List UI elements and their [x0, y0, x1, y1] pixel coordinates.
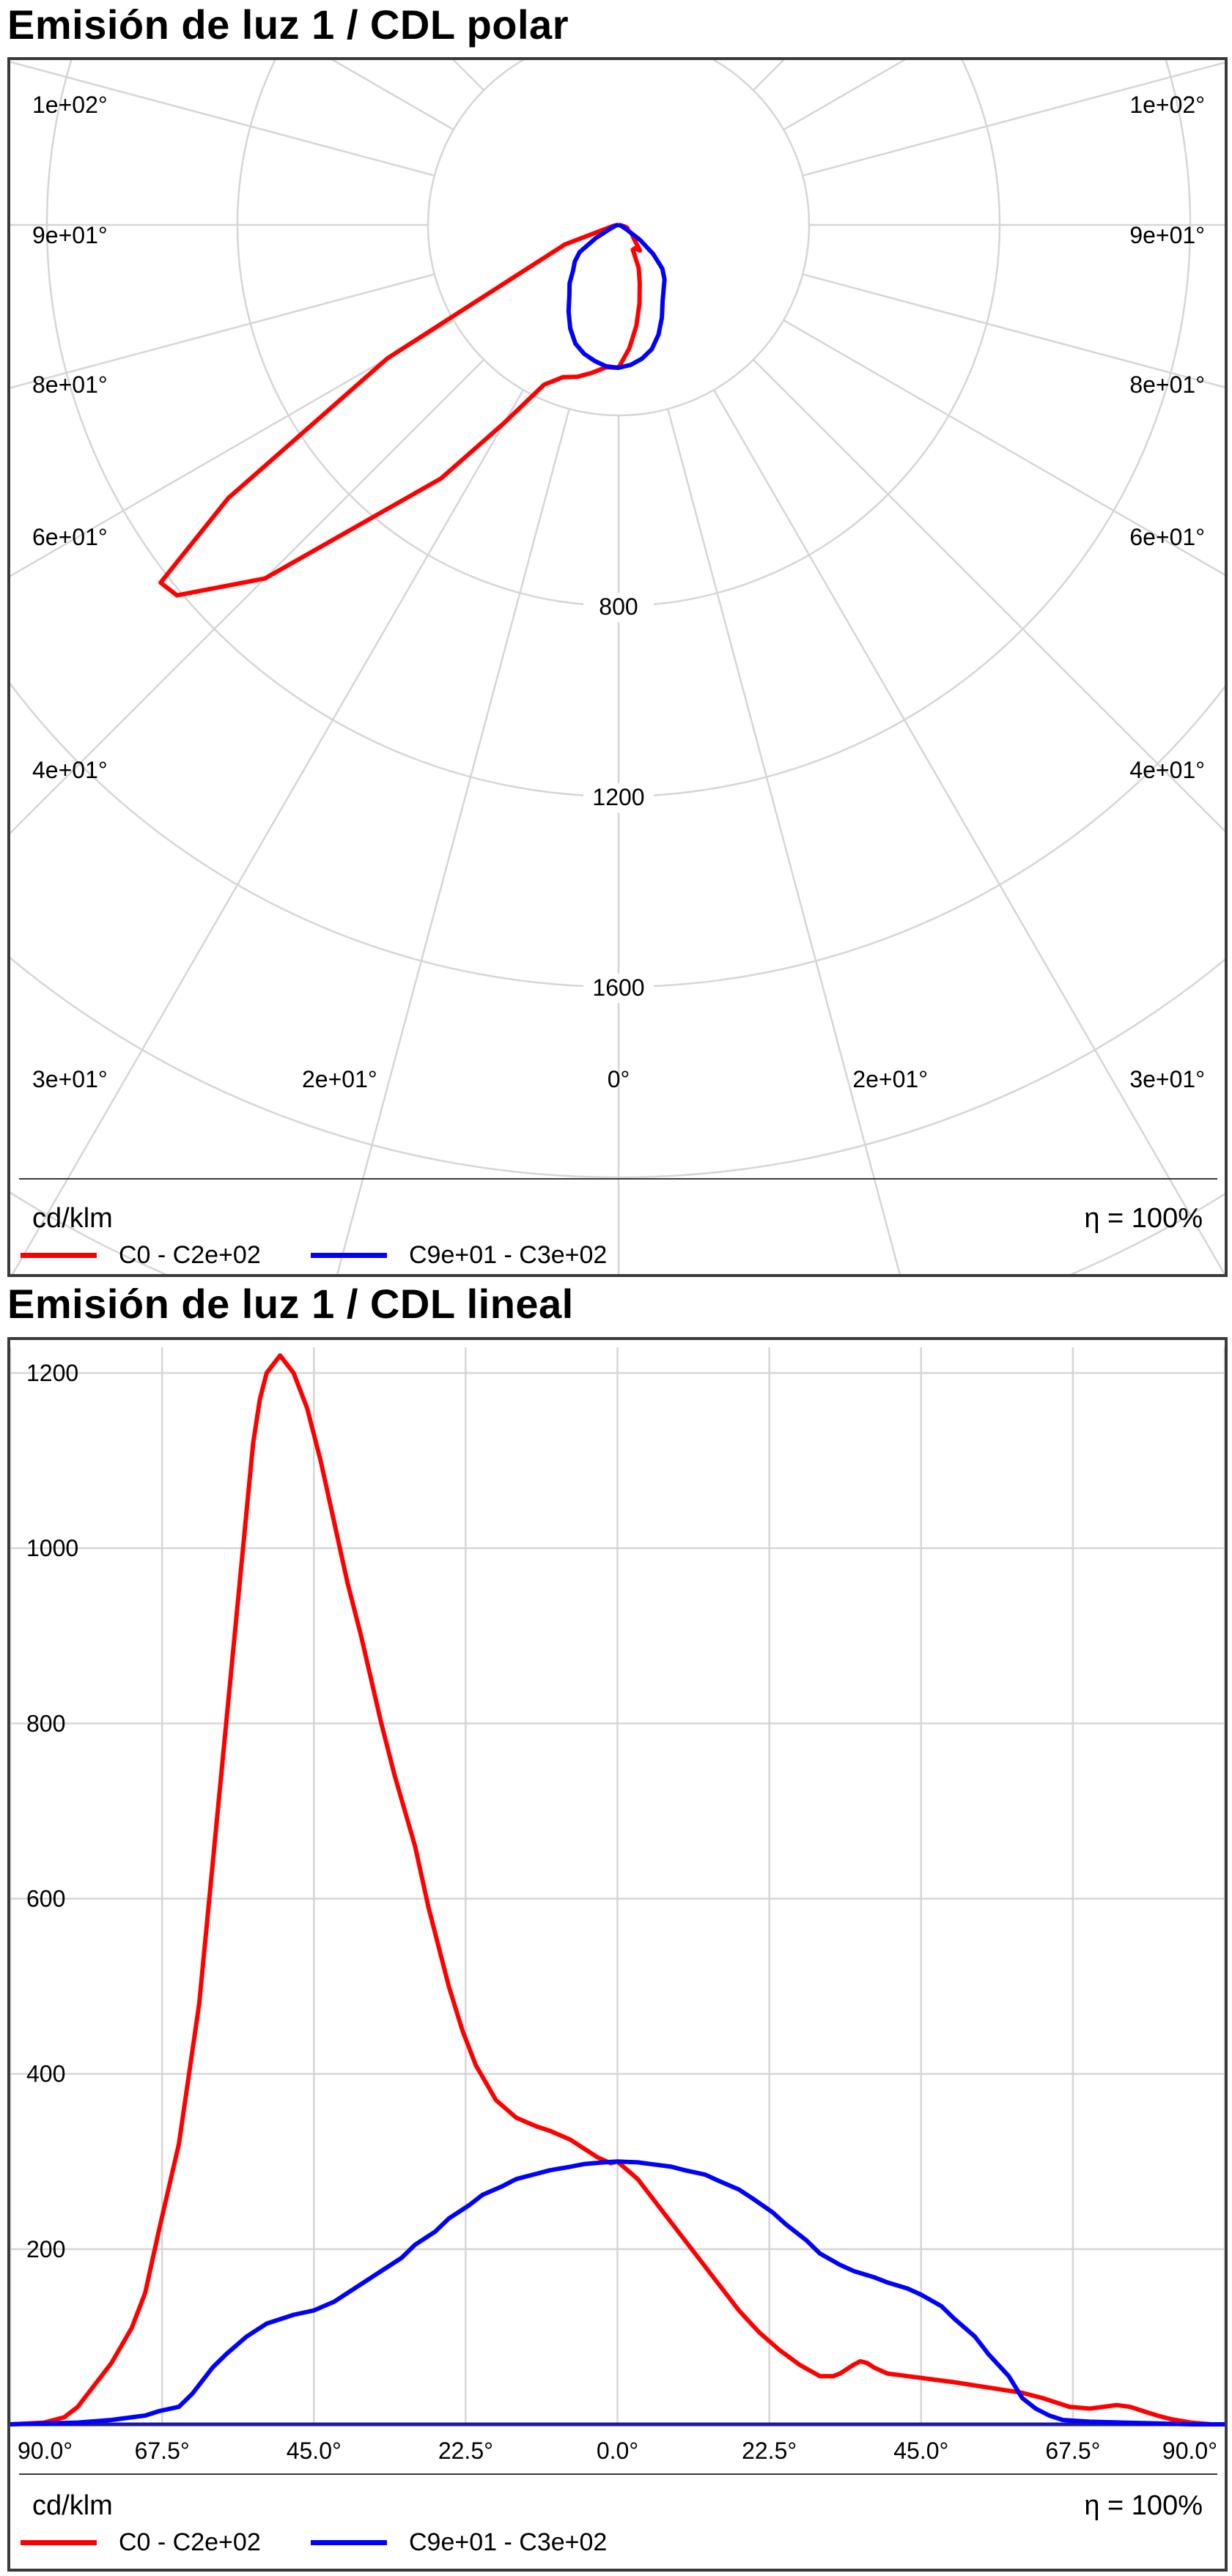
polar-grid-spoke [10, 358, 485, 834]
polar-efficiency-label: η = 100% [1084, 1203, 1203, 1234]
polar-angle-label-right: 6e+01° [1129, 524, 1205, 550]
polar-grid-spoke [802, 62, 1225, 177]
polar-grid-spoke [11, 389, 525, 1274]
legend-swatch-red [21, 1253, 97, 1258]
polar-chart-panel: 800 1200 1600 1e+02° 9e+01° 8e+01° 6e+01° 4e+01… [7, 57, 1228, 1277]
linear-y-tick-label: 1000 [26, 1535, 78, 1561]
polar-angle-label-right: 3e+01° [1129, 1066, 1205, 1092]
linear-x-tick-label: 0.0° [597, 2438, 638, 2464]
polar-grid-spoke [752, 60, 785, 92]
linear-plot: 200 400 600 800 1000 1200 90.0° 67.5° 45.0° 22.5°… [10, 1347, 1225, 2464]
legend-swatch-red [21, 2540, 97, 2545]
polar-angle-label-left: 6e+01° [32, 524, 108, 550]
polar-chart-title: Emisión de luz 1 / CDL polar [7, 1, 569, 48]
linear-y-tick-label: 800 [26, 1710, 65, 1736]
linear-x-tick-label: 90.0° [18, 2438, 73, 2464]
linear-x-tick-label: 67.5° [1045, 2438, 1100, 2464]
linear-x-tick-label: 45.0° [893, 2438, 948, 2464]
polar-grid-ring [10, 682, 1225, 988]
polar-plot: 800 1200 1600 1e+02° 9e+01° 8e+01° 6e+01° 4e+01… [10, 60, 1225, 1274]
polar-grid-spoke [712, 389, 1225, 1274]
polar-grid-spoke [336, 408, 570, 1274]
polar-tick-bg [583, 783, 654, 813]
polar-grid-spoke [802, 273, 1225, 388]
polar-grid-spoke [783, 319, 1225, 576]
linear-unit-label: cd/klm [32, 2490, 113, 2521]
polar-grid-spoke [667, 408, 901, 1274]
polar-angle-label-right: 9e+01° [1129, 222, 1205, 248]
polar-angle-label-left: 9e+01° [32, 222, 108, 248]
polar-angle-label-left: 3e+01° [32, 1066, 108, 1092]
linear-legend-item-blue: C9e+01 - C3e+02 [311, 2528, 607, 2557]
polar-unit-label: cd/klm [32, 1203, 113, 1234]
polar-grid-spoke [10, 61, 435, 177]
linear-y-tick-label: 1200 [26, 1360, 78, 1386]
polar-angle-label-bottom: 0° [608, 1066, 630, 1092]
linear-chart-title: Emisión de luz 1 / CDL lineal [7, 1281, 574, 1327]
polar-series-line-blue [566, 223, 667, 370]
linear-y-tick-label: 200 [26, 2236, 65, 2262]
linear-y-tick-label: 600 [26, 1886, 65, 1912]
polar-tick-bg [583, 593, 654, 622]
polar-grid-ring [427, 60, 811, 417]
polar-radial-tick-label: 800 [599, 593, 638, 620]
polar-angle-label-right: 2e+01° [852, 1066, 928, 1092]
legend-label: C9e+01 - C3e+02 [409, 1241, 608, 1269]
linear-x-tick-label: 67.5° [135, 2438, 190, 2464]
polar-angle-label-left: 2e+01° [302, 1066, 377, 1092]
polar-grid-spoke [10, 273, 435, 389]
legend-label: C9e+01 - C3e+02 [409, 2528, 608, 2556]
linear-series-line-blue [10, 2159, 1225, 2427]
polar-radial-tick-label: 1600 [592, 974, 644, 1001]
linear-footer-divider [19, 2473, 1217, 2475]
linear-series-line-red [10, 1353, 1225, 2427]
polar-angle-label-right: 4e+01° [1129, 757, 1205, 783]
legend-swatch-blue [311, 2540, 387, 2545]
legend-label: C0 - C2e+02 [119, 1241, 261, 1269]
polar-radial-tick-label: 1200 [592, 784, 644, 810]
polar-angle-label-right: 8e+01° [1129, 371, 1205, 398]
polar-footer-divider [19, 1178, 1217, 1180]
polar-angle-label-left: 1e+02° [32, 92, 108, 118]
polar-grid-spoke [752, 358, 1225, 832]
linear-efficiency-label: η = 100% [1084, 2490, 1203, 2521]
polar-angle-label-left: 4e+01° [32, 757, 108, 783]
polar-tick-bg [583, 974, 654, 1003]
linear-x-tick-label: 45.0° [287, 2438, 342, 2464]
legend-label: C0 - C2e+02 [119, 2528, 261, 2556]
linear-x-tick-label: 22.5° [742, 2438, 797, 2464]
polar-angle-label-left: 8e+01° [32, 371, 108, 398]
polar-legend-item-red: C0 - C2e+02 [21, 1241, 261, 1270]
linear-chart-panel: 200 400 600 800 1000 1200 90.0° 67.5° 45.0° 22.5°… [7, 1337, 1228, 2572]
polar-grid-spoke [452, 60, 485, 92]
legend-swatch-blue [311, 1253, 387, 1258]
polar-legend-item-blue: C9e+01 - C3e+02 [311, 1241, 607, 1270]
linear-x-tick-label: 90.0° [1162, 2438, 1217, 2464]
polar-grid-spoke [10, 319, 454, 577]
linear-y-tick-label: 400 [26, 2061, 65, 2087]
linear-x-tick-label: 22.5° [438, 2438, 493, 2464]
linear-legend-item-red: C0 - C2e+02 [21, 2528, 261, 2557]
polar-angle-label-right: 1e+02° [1129, 92, 1205, 118]
